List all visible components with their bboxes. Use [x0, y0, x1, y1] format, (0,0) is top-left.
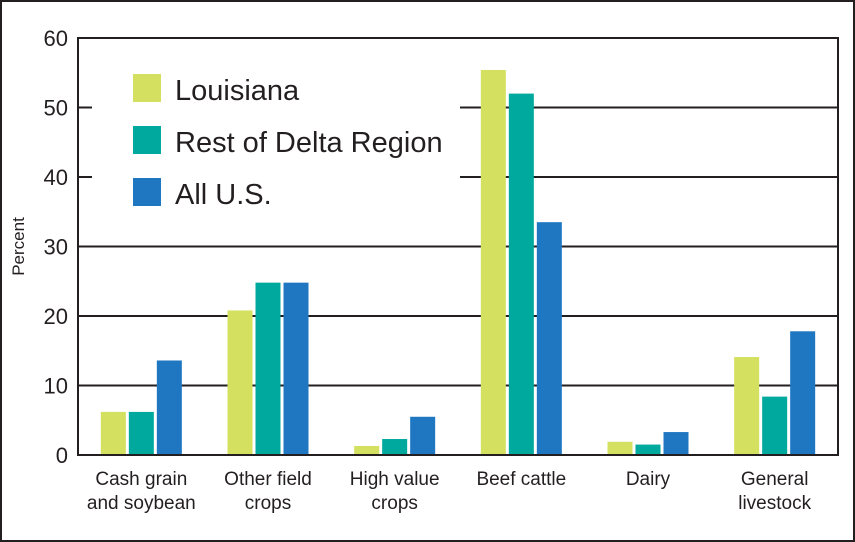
x-tick-label: Dairy [626, 469, 671, 490]
x-tick-label: Cash grain [95, 469, 187, 490]
bar [480, 69, 506, 455]
bar [255, 282, 281, 455]
bar [128, 411, 154, 455]
legend-swatch [133, 126, 161, 154]
bar [382, 439, 408, 455]
x-tick-label: and soybean [87, 493, 196, 514]
bar [790, 331, 816, 455]
legend-label: All U.S. [175, 179, 272, 211]
axes: 0 10 20 30 40 50 60 Cash grain and soybean Other … [44, 26, 839, 514]
bar [100, 411, 126, 455]
y-tick-label: 40 [44, 165, 68, 190]
y-tick-label: 60 [44, 26, 68, 51]
x-tick-label: Beef cattle [476, 469, 566, 490]
y-tick-label: 50 [44, 96, 68, 121]
bar [508, 93, 534, 455]
x-tick-label: Other field [224, 469, 312, 490]
plot-area-border [77, 37, 839, 456]
bar [663, 432, 689, 455]
y-tick-label: 30 [44, 235, 68, 260]
legend-label: Rest of Delta Region [175, 127, 443, 159]
bar [283, 282, 309, 455]
x-tick-label: livestock [738, 493, 811, 514]
bar [354, 445, 380, 455]
legend-swatch [133, 74, 161, 102]
x-tick-label: General [741, 469, 809, 490]
legend-swatch [133, 178, 161, 206]
x-tick-label: crops [245, 493, 291, 514]
y-tick-label: 20 [44, 304, 68, 329]
legend: Louisiana Rest of Delta Region All U.S. [92, 57, 460, 211]
bar [734, 357, 760, 455]
bar [635, 444, 661, 455]
x-tick-label: High value [350, 469, 440, 490]
x-tick-label: crops [371, 493, 417, 514]
bar [227, 310, 253, 455]
legend-label: Louisiana [175, 75, 300, 107]
bars [100, 69, 816, 455]
bar [607, 441, 633, 455]
y-tick-label: 0 [56, 443, 68, 468]
y-axis-title: Percent [9, 217, 28, 276]
bar [762, 396, 788, 455]
y-tick-label: 10 [44, 374, 68, 399]
bar [536, 222, 562, 455]
bar [410, 416, 436, 455]
bar [156, 360, 182, 455]
